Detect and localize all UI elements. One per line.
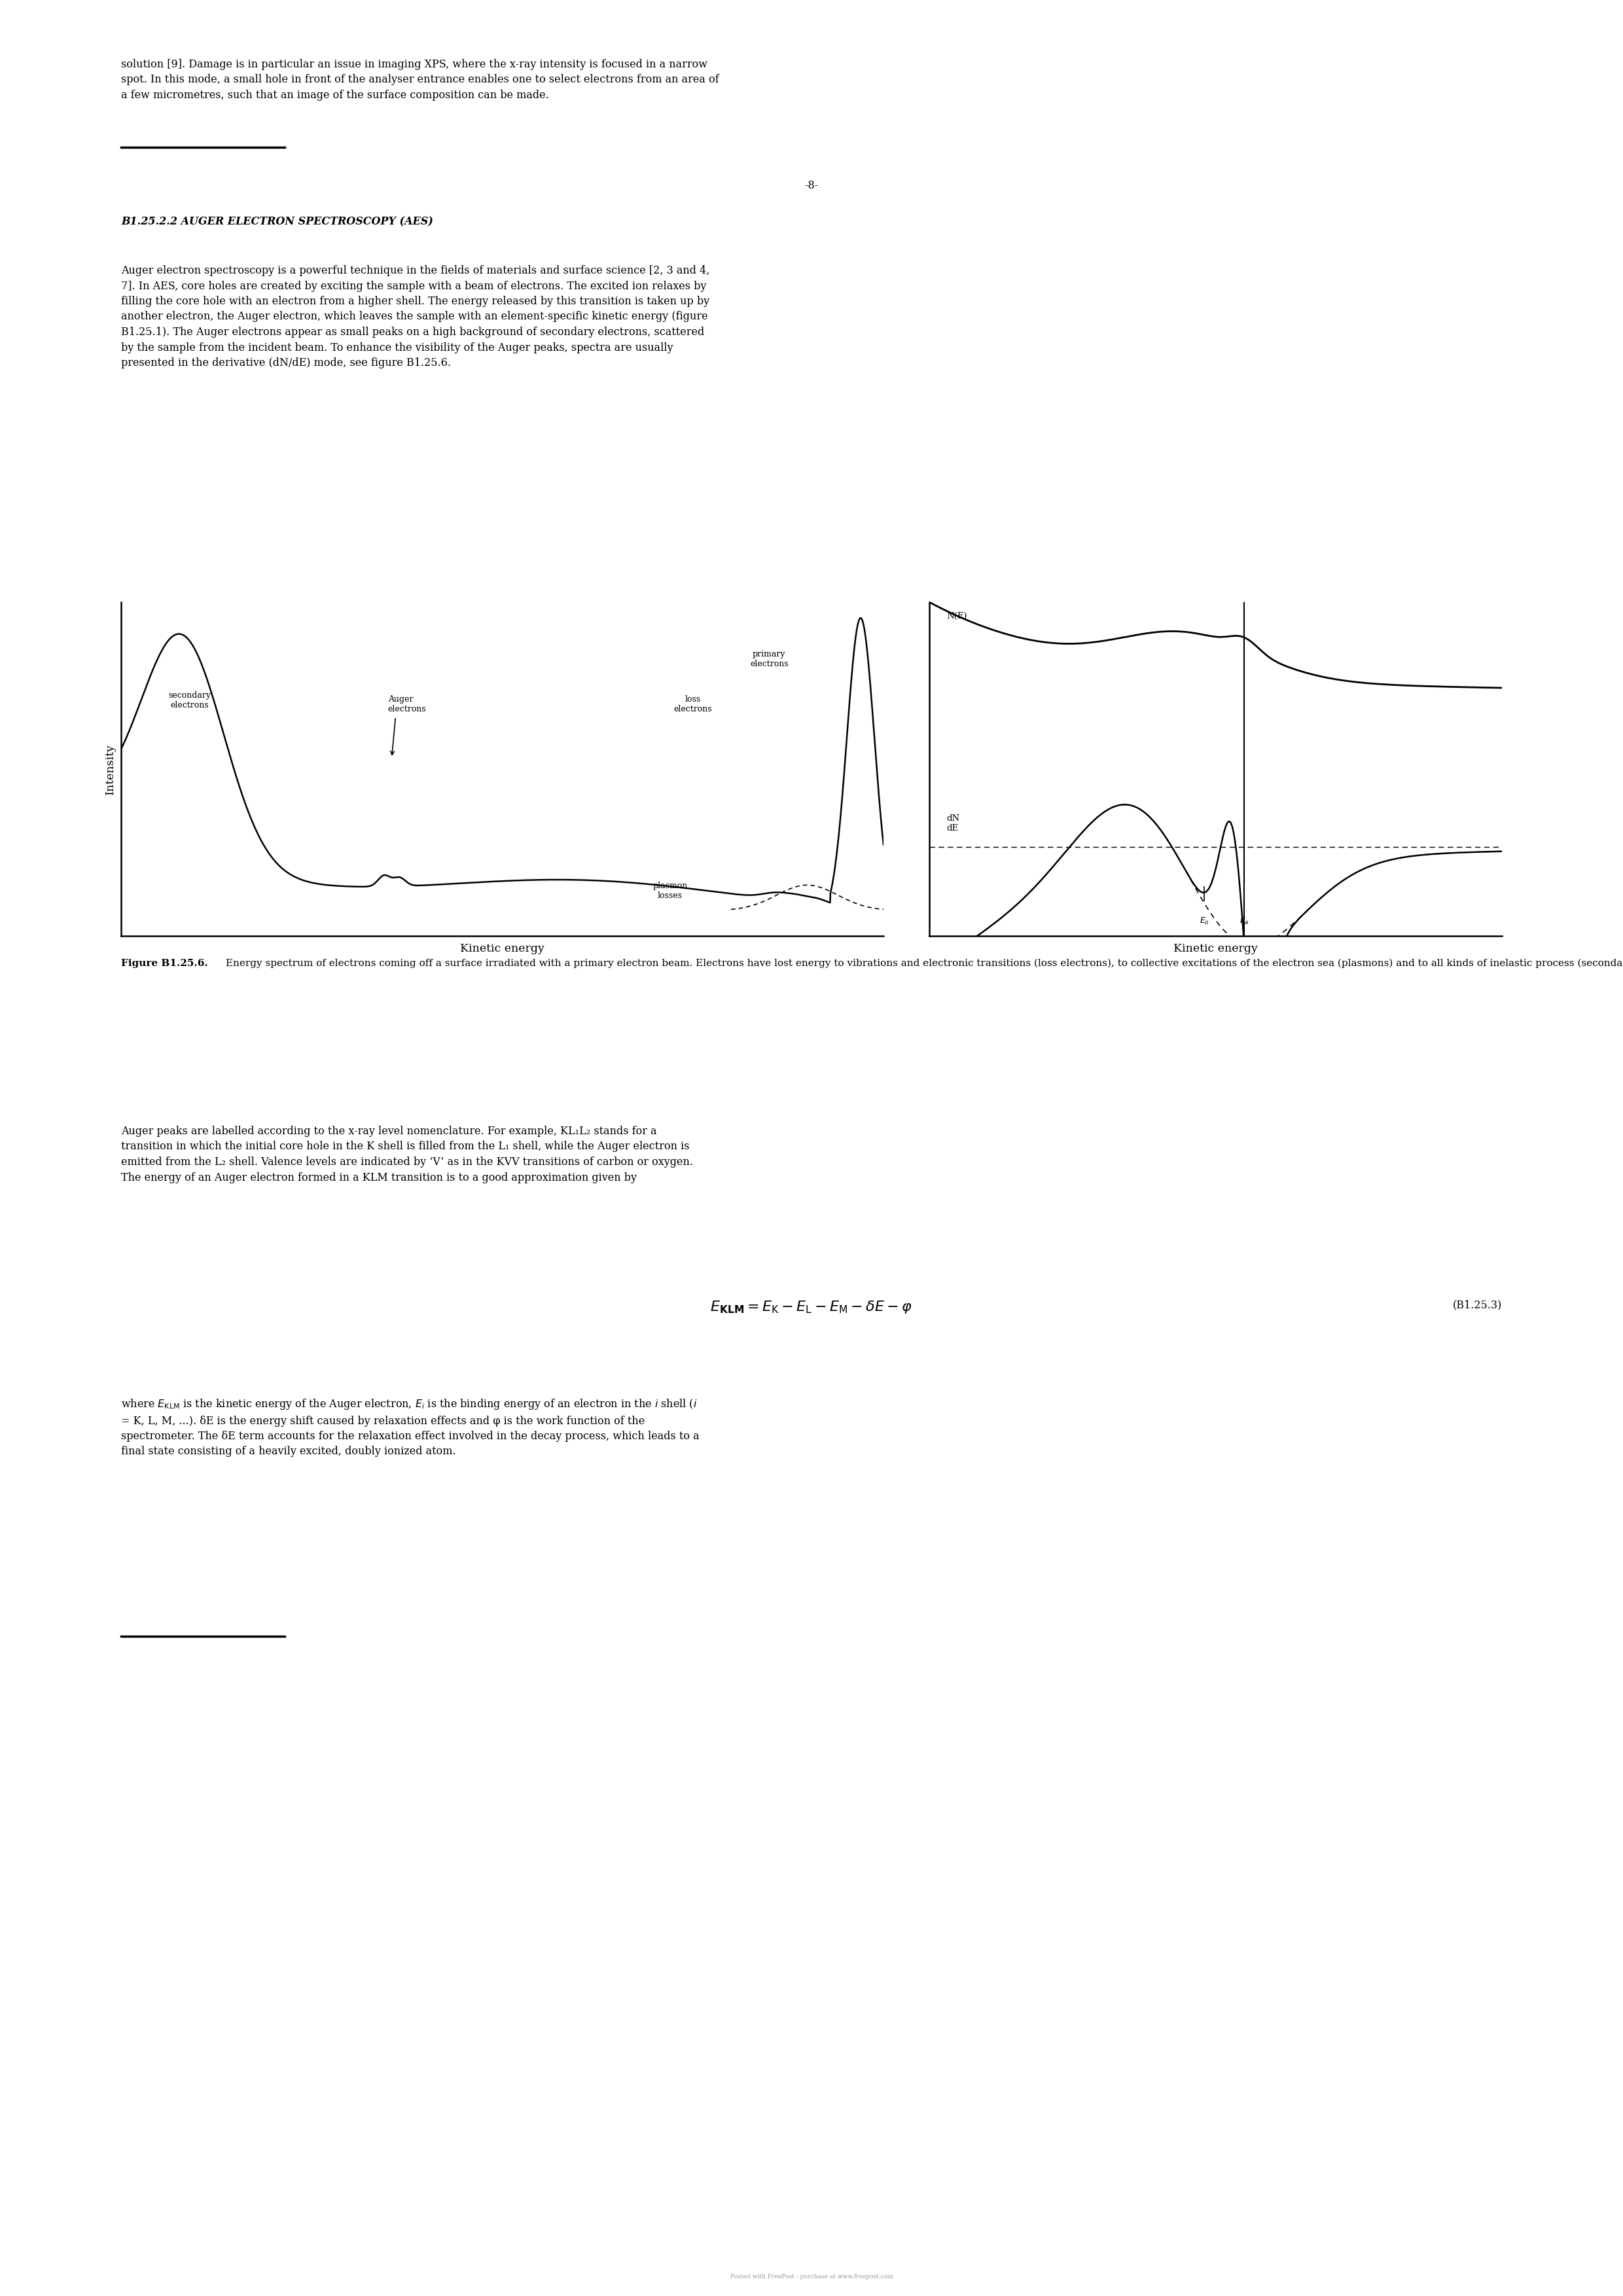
Text: -8-: -8- [805, 179, 818, 191]
Text: $E_o$: $E_o$ [1199, 916, 1209, 925]
Text: secondary
electrons: secondary electrons [169, 691, 211, 709]
Text: Posted with FreePost - purchase at www.freepost.com: Posted with FreePost - purchase at www.f… [730, 2273, 893, 2280]
Text: plasmon
losses: plasmon losses [652, 882, 688, 900]
Text: (B1.25.3): (B1.25.3) [1453, 1300, 1501, 1311]
Text: $E_a$: $E_a$ [1240, 916, 1250, 925]
Text: B1.25.2.2 AUGER ELECTRON SPECTROSCOPY (AES): B1.25.2.2 AUGER ELECTRON SPECTROSCOPY (A… [122, 216, 433, 227]
Text: $\mathit{E}_\mathbf{KLM} = \mathit{E}_\mathrm{K} - \mathit{E}_\mathrm{L} - \math: $\mathit{E}_\mathbf{KLM} = \mathit{E}_\m… [711, 1300, 912, 1316]
Text: where $E_{\mathrm{KLM}}$ is the kinetic energy of the Auger electron, $E_i$ is t: where $E_{\mathrm{KLM}}$ is the kinetic … [122, 1398, 700, 1458]
Y-axis label: Intensity: Intensity [104, 744, 115, 794]
Text: Auger peaks are labelled according to the x-ray level nomenclature. For example,: Auger peaks are labelled according to th… [122, 1125, 693, 1182]
Text: Energy spectrum of electrons coming off a surface irradiated with a primary elec: Energy spectrum of electrons coming off … [222, 960, 1623, 969]
X-axis label: Kinetic energy: Kinetic energy [1173, 944, 1258, 955]
X-axis label: Kinetic energy: Kinetic energy [459, 944, 544, 955]
Text: Auger electron spectroscopy is a powerful technique in the fields of materials a: Auger electron spectroscopy is a powerfu… [122, 264, 709, 367]
Text: primary
electrons: primary electrons [750, 650, 789, 668]
Text: dN
dE: dN dE [946, 815, 959, 833]
Text: N(E): N(E) [946, 613, 967, 620]
Text: solution [9]. Damage is in particular an issue in imaging XPS, where the x-ray i: solution [9]. Damage is in particular an… [122, 60, 719, 101]
Text: Auger
electrons: Auger electrons [388, 696, 427, 714]
Text: Figure B1.25.6.: Figure B1.25.6. [122, 960, 208, 969]
Text: loss
electrons: loss electrons [674, 696, 712, 714]
